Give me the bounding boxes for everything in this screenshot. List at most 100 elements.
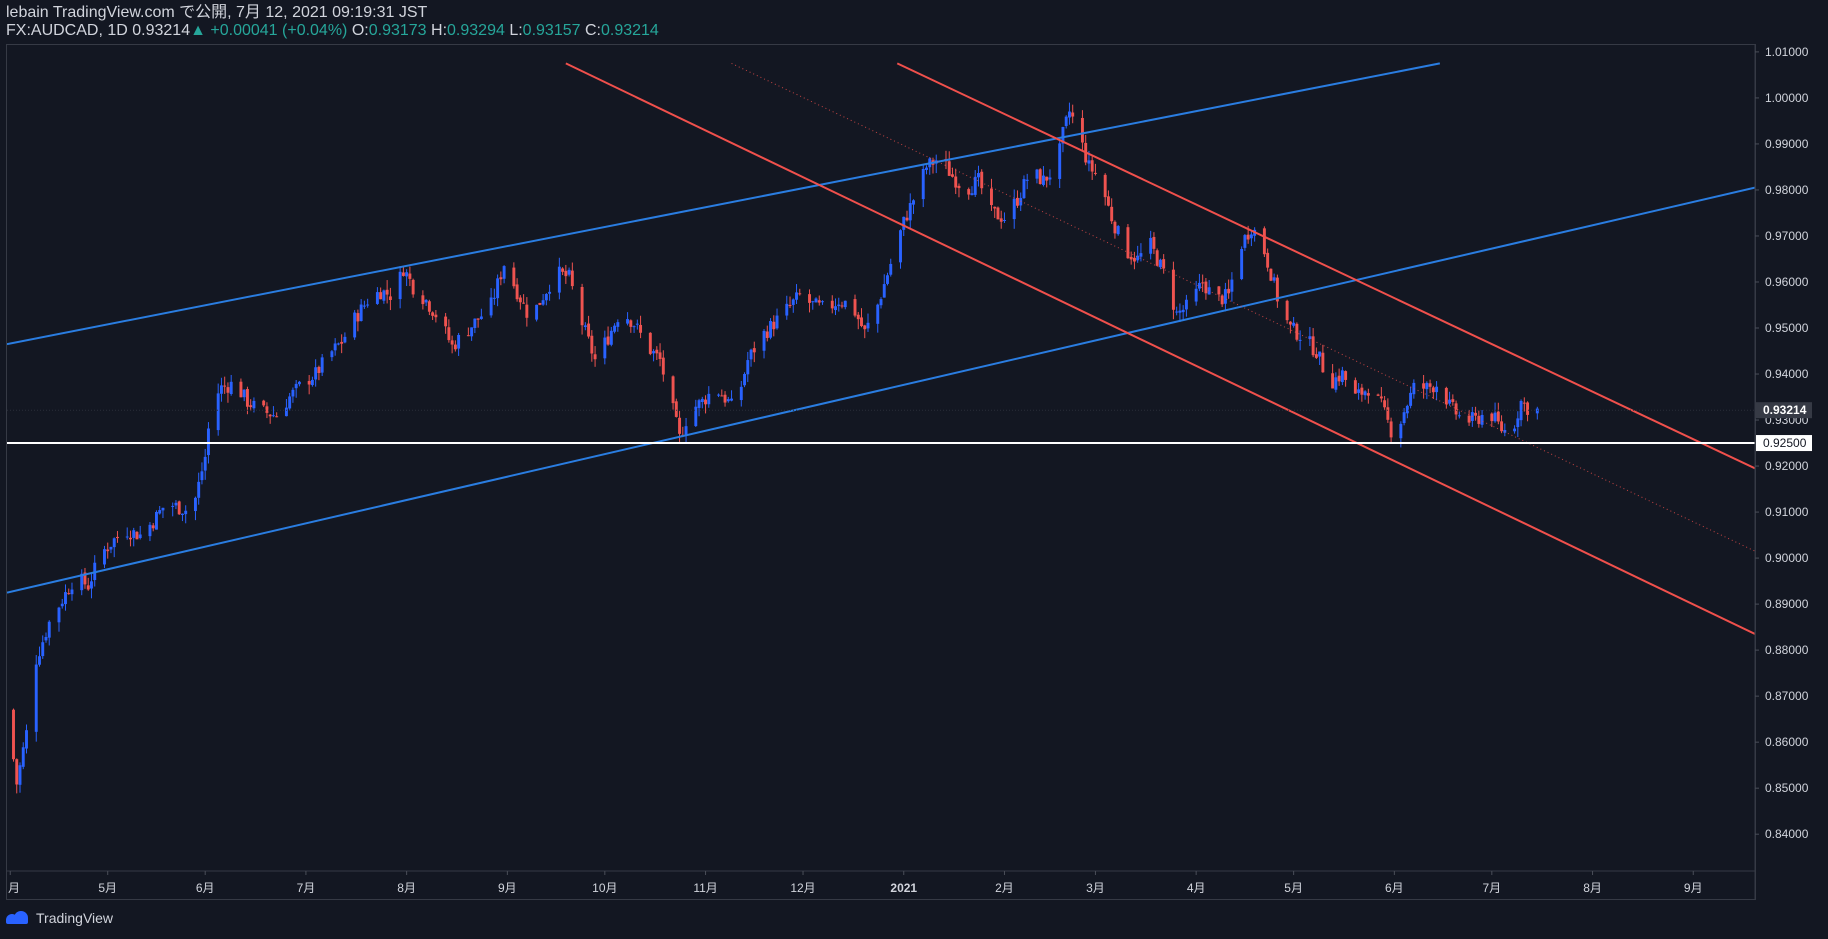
candle-body — [902, 216, 906, 230]
candle-body — [1340, 370, 1344, 383]
candle-body — [200, 471, 204, 481]
y-tick-label: 0.88000 — [1765, 643, 1809, 657]
candle-body — [515, 284, 519, 300]
candle-body — [1048, 177, 1052, 180]
candle-body — [626, 319, 630, 324]
candle-body — [1149, 237, 1153, 254]
candle-body — [15, 759, 19, 785]
candle-body — [583, 325, 587, 328]
candle-body — [817, 300, 821, 303]
candle-body — [564, 270, 568, 277]
x-tick-label: 10月 — [592, 881, 617, 895]
candle-body — [1376, 394, 1380, 396]
candle-body — [502, 266, 506, 279]
candle-body — [1015, 197, 1019, 206]
y-tick-label: 0.92000 — [1765, 459, 1809, 473]
ohlc-legend: FX:AUDCAD, 1D 0.93214▲ +0.00041 (+0.04%)… — [6, 22, 659, 40]
candle-body — [678, 417, 682, 434]
candle-body — [1409, 392, 1413, 406]
candle-body — [362, 305, 366, 307]
candle-body — [905, 217, 909, 221]
candle-body — [1308, 336, 1312, 339]
candle-body — [1399, 423, 1403, 439]
candle-body — [1366, 393, 1370, 396]
candle-body — [567, 269, 571, 275]
candle-body — [889, 263, 893, 275]
candle-body — [1240, 249, 1244, 280]
candle-body — [765, 331, 769, 338]
candle-body — [684, 426, 688, 435]
candle-body — [499, 277, 503, 280]
candle-body — [1184, 299, 1188, 310]
candle-body — [791, 299, 795, 305]
candle-body — [112, 538, 116, 548]
candle-body — [1158, 259, 1162, 268]
candle-body — [431, 312, 435, 316]
candle-body — [1379, 396, 1383, 399]
candle-body — [265, 406, 269, 413]
candle-body — [206, 428, 210, 456]
candle-body — [1129, 256, 1133, 260]
candle-body — [1126, 227, 1130, 259]
y-tick-label: 0.84000 — [1765, 827, 1809, 841]
candle-body — [466, 335, 470, 337]
candle-body — [1535, 408, 1539, 414]
candle-body — [1061, 126, 1065, 144]
candle-body — [479, 316, 483, 319]
candle-body — [405, 272, 409, 277]
candle-body — [512, 267, 516, 287]
x-tick-label: 2021 — [890, 881, 917, 895]
candle-body — [1113, 221, 1117, 234]
candle-body — [785, 303, 789, 316]
candle-body — [1003, 219, 1006, 221]
candle-body — [811, 301, 815, 303]
candle-body — [64, 592, 67, 605]
open-label: O: — [351, 22, 369, 39]
red-channel-lower — [565, 62, 1755, 635]
x-tick-label: 2月 — [995, 881, 1014, 895]
low-label: L: — [509, 22, 523, 39]
candle-body — [908, 203, 912, 221]
candle-body — [297, 381, 301, 385]
candle-body — [70, 589, 74, 595]
candle-body — [226, 387, 230, 393]
candle-body — [154, 511, 158, 530]
candle-body — [860, 317, 863, 327]
last-price: 0.93214 — [132, 22, 191, 39]
candle-body — [525, 304, 529, 318]
candle-body — [1275, 277, 1279, 302]
candle-body — [1220, 295, 1224, 305]
candle-body — [421, 295, 425, 305]
candle-body — [921, 168, 925, 200]
candle-body — [1357, 389, 1361, 393]
high-value: 0.93294 — [447, 22, 505, 39]
candle-body — [294, 383, 298, 389]
candle-body — [25, 730, 28, 749]
tradingview-footer[interactable]: TradingView — [6, 910, 113, 926]
candle-body — [239, 381, 243, 398]
candle-body — [749, 349, 753, 360]
candle-body — [457, 334, 461, 349]
candle-body — [993, 206, 997, 209]
x-tick-label: 8月 — [1583, 881, 1602, 895]
candle-body — [284, 407, 288, 417]
y-tick-label: 0.94000 — [1765, 367, 1809, 381]
candle-body — [977, 173, 980, 178]
symbol-label[interactable]: FX:AUDCAD, 1D — [6, 22, 128, 39]
candle-body — [1405, 405, 1409, 414]
candle-body — [151, 525, 155, 529]
candle-body — [990, 188, 993, 206]
candle-body — [1022, 179, 1026, 199]
chart-header: lebain TradingView.com で公開, 7月 12, 2021 … — [6, 4, 659, 40]
candle-body — [1288, 321, 1292, 325]
candle-body — [697, 400, 701, 408]
candle-body — [739, 386, 743, 401]
up-arrow-icon: ▲ — [190, 22, 206, 39]
candle-body — [590, 335, 594, 354]
candle-body — [132, 530, 136, 538]
candle-body — [655, 349, 659, 354]
candle-body — [837, 304, 841, 307]
candle-body — [1285, 300, 1289, 321]
candle-body — [1314, 354, 1318, 358]
